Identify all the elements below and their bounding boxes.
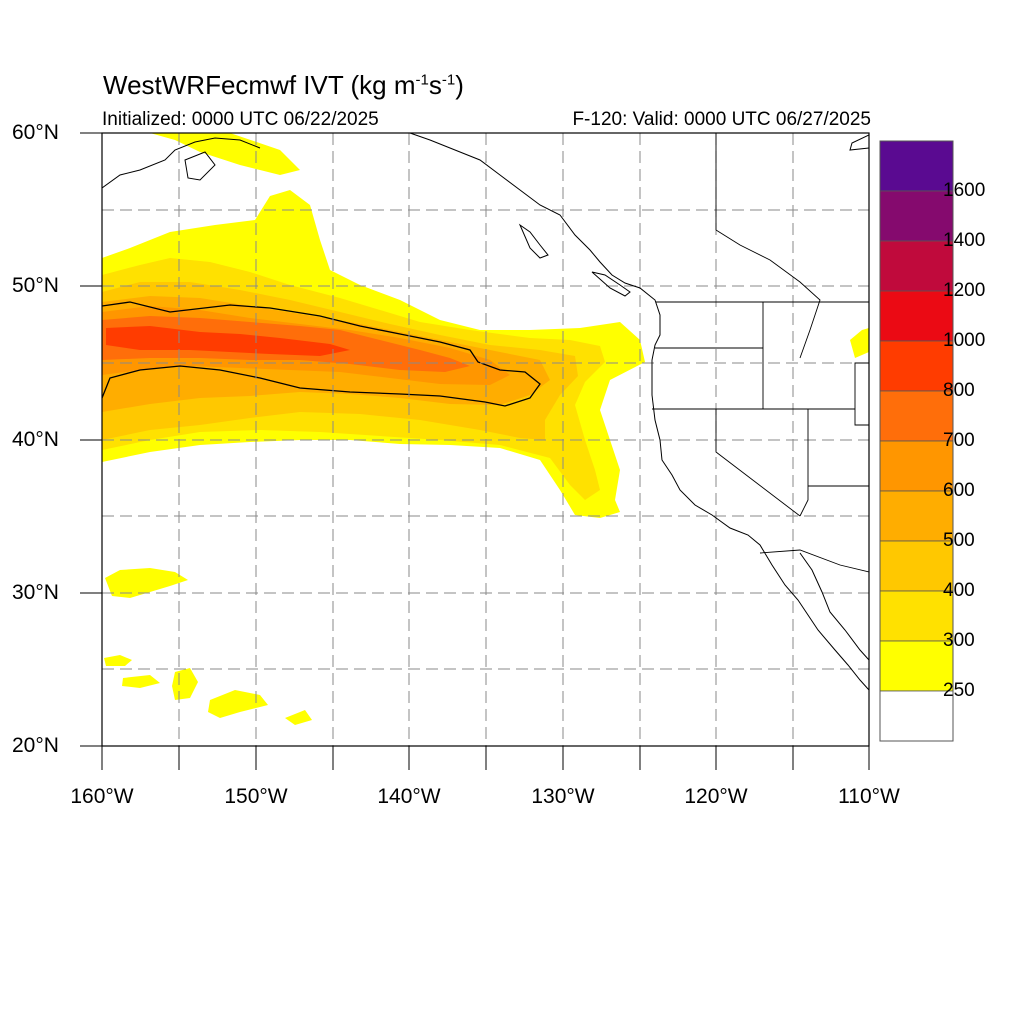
colorbar-swatch [879,340,954,392]
ivt-fill-800 [106,326,350,356]
lat-label-20: 20°N [12,734,59,757]
colorbar-label: 1000 [943,330,986,351]
lon-label-120w: 120°W [684,785,748,808]
colorbar-swatch [879,190,954,242]
initialized-label: Initialized: 0000 UTC 06/22/2025 [102,109,379,130]
colorbar-label: 400 [943,580,975,601]
colorbar-label: 250 [943,680,975,701]
lon-label-140w: 140°W [377,785,441,808]
lon-label-160w: 160°W [70,785,134,808]
colorbar-swatch [879,440,954,492]
lon-label-130w: 130°W [531,785,595,808]
colorbar-swatch [879,590,954,642]
colorbar-label: 1600 [943,180,986,201]
colorbar-swatch [879,240,954,292]
colorbar-label: 1400 [943,230,986,251]
coastlines [102,133,869,691]
lon-label-150w: 150°W [224,785,288,808]
colorbar-label: 600 [943,480,975,501]
lat-label-60: 60°N [12,121,59,144]
colorbar-swatch [879,290,954,342]
colorbar-swatch [879,540,954,592]
lat-label-50: 50°N [12,274,59,297]
colorbar-label: 1200 [943,280,986,301]
colorbar-label: 800 [943,380,975,401]
map-title: WestWRFecmwf IVT (kg m-1s-1) [103,70,464,100]
lat-label-40: 40°N [12,428,59,451]
colorbar-swatch [879,490,954,542]
colorbar-label: 700 [943,430,975,451]
colorbar-swatch [879,140,954,192]
colorbar-label: 300 [943,630,975,651]
colorbar [879,140,954,742]
ivt-contour-line [102,301,541,407]
colorbar-swatch [879,640,954,692]
axis-ticks [80,132,870,770]
lat-label-30: 30°N [12,581,59,604]
colorbar-label: 500 [943,530,975,551]
valid-time-label: F-120: Valid: 0000 UTC 06/27/2025 [572,109,871,130]
lon-label-110w: 110°W [838,785,900,808]
state-borders [652,133,869,573]
